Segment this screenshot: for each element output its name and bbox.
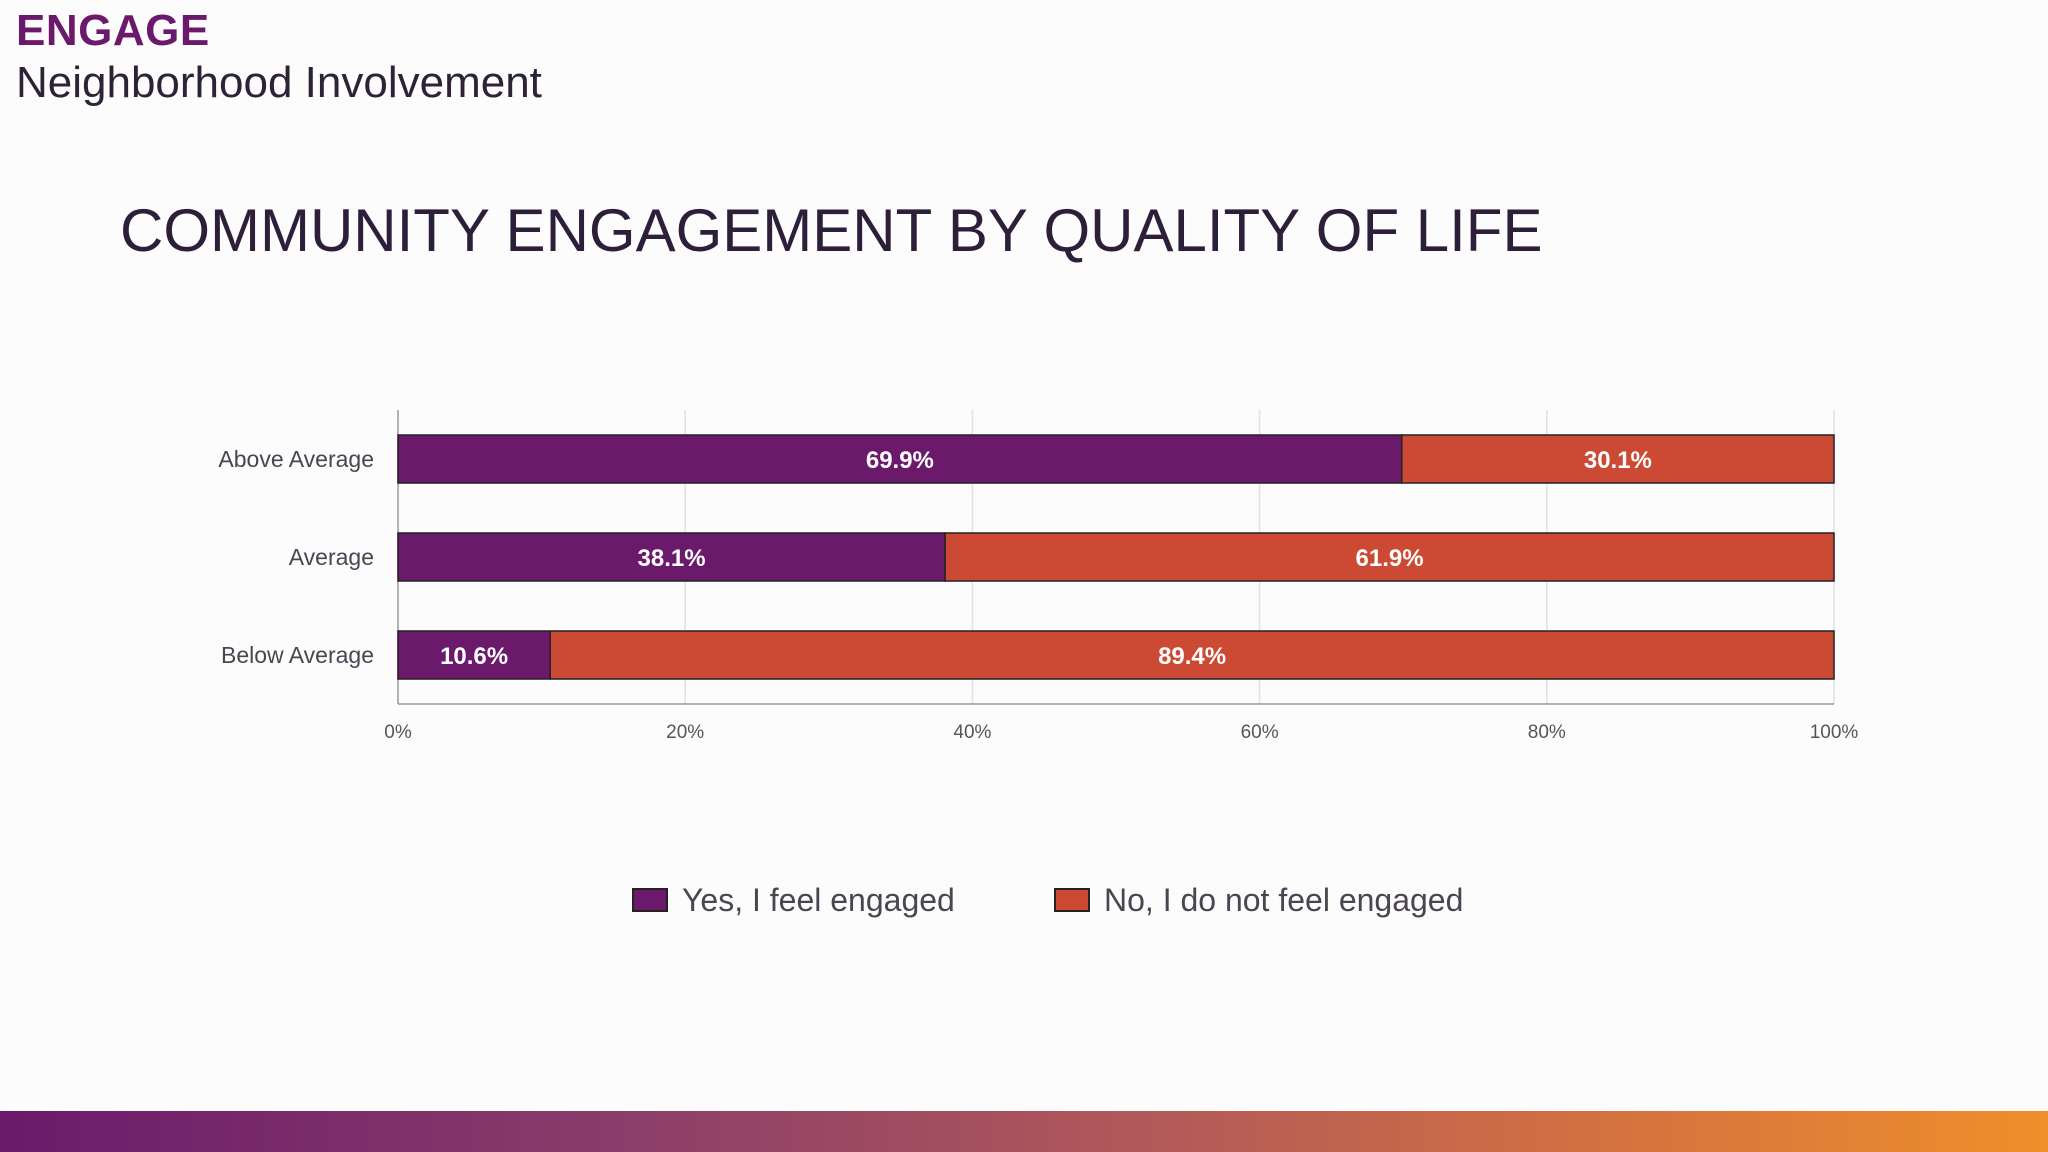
bar-segment bbox=[1401, 434, 1835, 484]
legend-label-not-engaged: No, I do not feel engaged bbox=[1104, 881, 1464, 918]
bar-segment bbox=[397, 434, 1403, 484]
bar-segment bbox=[549, 630, 1835, 680]
category-label: Below Average bbox=[221, 642, 374, 668]
x-tick-label: 100% bbox=[1810, 722, 1859, 743]
bottom-gradient-bar bbox=[0, 1111, 2048, 1152]
x-tick-label: 60% bbox=[1241, 722, 1279, 743]
stacked-bar-chart: 0% 20% 40% 60% 80% 100% Above Average 69.9% 30.1… bbox=[218, 410, 1859, 743]
legend-swatch-not-engaged bbox=[1054, 888, 1090, 912]
brand-kicker: ENGAGE bbox=[16, 6, 210, 55]
legend-swatch-engaged bbox=[632, 888, 668, 912]
legend-label-engaged: Yes, I feel engaged bbox=[682, 881, 955, 918]
bar-segment bbox=[397, 630, 551, 680]
legend-item-engaged: Yes, I feel engaged bbox=[632, 880, 955, 920]
data-label: 10.6% bbox=[440, 643, 508, 670]
x-tick-label: 0% bbox=[384, 722, 412, 743]
x-tick-label: 20% bbox=[666, 722, 704, 743]
category-label: Average bbox=[289, 544, 374, 570]
chart-title: COMMUNITY ENGAGEMENT BY QUALITY OF LIFE bbox=[120, 197, 1543, 264]
brand-subtitle: Neighborhood Involvement bbox=[16, 58, 542, 107]
x-tick-label: 40% bbox=[953, 722, 991, 743]
bar-segment bbox=[944, 532, 1835, 582]
data-label: 69.9% bbox=[866, 447, 934, 474]
data-label: 61.9% bbox=[1356, 545, 1424, 572]
category-label: Above Average bbox=[218, 446, 374, 472]
legend-item-not-engaged: No, I do not feel engaged bbox=[1054, 880, 1463, 920]
x-tick-label: 80% bbox=[1528, 722, 1566, 743]
data-label: 89.4% bbox=[1158, 643, 1226, 670]
data-label: 38.1% bbox=[638, 545, 706, 572]
bar-segment bbox=[397, 532, 946, 582]
data-label: 30.1% bbox=[1584, 447, 1652, 474]
chart-legend: Yes, I feel engaged No, I do not feel en… bbox=[0, 880, 2048, 920]
